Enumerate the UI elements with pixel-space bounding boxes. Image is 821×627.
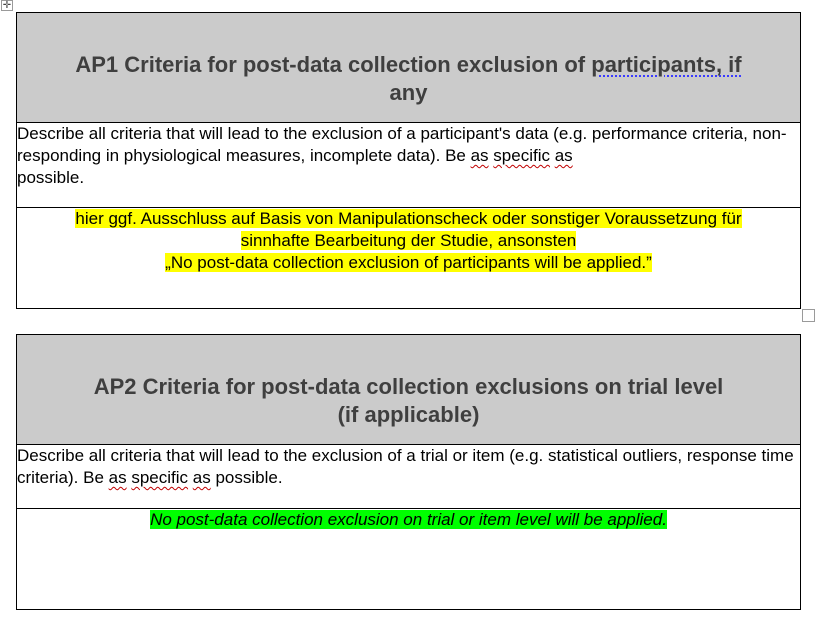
ap2-answer-cell[interactable]: No post-data collection exclusion on tri… (16, 508, 801, 610)
ap2-title-line2: (if applicable) (337, 402, 480, 427)
table-resize-handle-icon[interactable] (802, 309, 815, 322)
ap1-answer-line1: hier ggf. Ausschluss auf Basis von Manip… (75, 209, 742, 228)
ap1-desc-as2: as (554, 146, 573, 165)
ap2-desc-as2: as (192, 468, 211, 487)
ap1-desc-as1: as (470, 146, 489, 165)
table-move-icon[interactable]: ✛ (1, 0, 13, 11)
ap2-desc-as1: as (108, 468, 127, 487)
ap1-description-cell[interactable]: Describe all criteria that will lead to … (16, 122, 801, 208)
ap1-desc-specific: specific (493, 146, 550, 165)
ap2-header-cell: AP2 Criteria for post-data collection ex… (16, 334, 801, 445)
ap2-desc-end: possible. (215, 468, 283, 487)
ap1-header-cell: AP1 Criteria for post-data collection ex… (16, 12, 801, 123)
ap2-description-cell[interactable]: Describe all criteria that will lead to … (16, 444, 801, 509)
ap1-answer-line2: sinnhafte Bearbeitung der Studie, ansons… (240, 231, 577, 250)
ap2-desc-text: Describe all criteria that will lead to … (17, 446, 794, 487)
ap1-desc-end: possible. (17, 168, 85, 187)
ap1-description: Describe all criteria that will lead to … (17, 124, 787, 187)
ap1-answer-cell[interactable]: hier ggf. Ausschluss auf Basis von Manip… (16, 207, 801, 309)
ap2-title-line1: AP2 Criteria for post-data collection ex… (93, 374, 724, 399)
ap1-title-marked: participants, if (591, 52, 742, 77)
ap1-title-main: AP1 Criteria for post-data collection ex… (75, 52, 592, 77)
ap1-title-end: any (389, 80, 428, 105)
ap1-answer-line3: „No post-data collection exclusion of pa… (165, 253, 652, 272)
ap2-table: AP2 Criteria for post-data collection ex… (16, 334, 801, 610)
ap2-answer: No post-data collection exclusion on tri… (150, 510, 667, 529)
ap2-title: AP2 Criteria for post-data collection ex… (17, 335, 800, 429)
ap1-desc-text: Describe all criteria that will lead to … (17, 124, 787, 165)
ap1-table: AP1 Criteria for post-data collection ex… (16, 12, 801, 309)
ap2-description: Describe all criteria that will lead to … (17, 446, 794, 487)
ap2-desc-specific: specific (131, 468, 189, 487)
ap1-title: AP1 Criteria for post-data collection ex… (17, 13, 800, 107)
